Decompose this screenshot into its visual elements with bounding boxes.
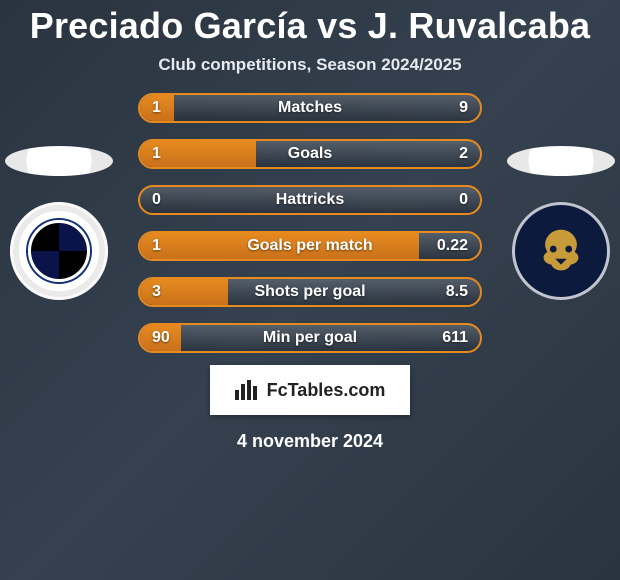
stat-value-left: 1 xyxy=(152,99,161,117)
stat-value-left: 1 xyxy=(152,237,161,255)
fctables-logo-icon xyxy=(235,380,259,400)
stat-value-left: 0 xyxy=(152,191,161,209)
stat-label: Goals per match xyxy=(247,237,372,255)
stat-label: Min per goal xyxy=(263,329,357,347)
stat-row: 3 Shots per goal 8.5 xyxy=(138,277,482,307)
stat-value-left: 3 xyxy=(152,283,161,301)
stat-row: 1 Matches 9 xyxy=(138,93,482,123)
stat-value-right: 8.5 xyxy=(446,283,468,301)
stat-row: 0 Hattricks 0 xyxy=(138,185,482,215)
stat-value-right: 2 xyxy=(459,145,468,163)
brand-text: FcTables.com xyxy=(267,380,386,401)
stat-label: Shots per goal xyxy=(254,283,365,301)
left-club-crest xyxy=(10,202,108,300)
page-subtitle: Club competitions, Season 2024/2025 xyxy=(158,55,461,75)
stat-row: 90 Min per goal 611 xyxy=(138,323,482,353)
stat-value-right: 9 xyxy=(459,99,468,117)
right-side xyxy=(502,146,620,300)
vs-separator: vs xyxy=(317,5,357,46)
stat-value-left: 90 xyxy=(152,329,170,347)
main-row: 1 Matches 9 1 Goals 2 0 Hattricks 0 1 Goals per ma… xyxy=(0,93,620,353)
right-flag-icon xyxy=(507,146,615,176)
queretaro-crest-icon xyxy=(28,220,90,282)
stat-value-left: 1 xyxy=(152,145,161,163)
right-club-crest xyxy=(512,202,610,300)
brand-badge[interactable]: FcTables.com xyxy=(210,365,410,415)
stat-value-right: 611 xyxy=(442,329,468,347)
footer: FcTables.com 4 november 2024 xyxy=(210,365,410,452)
page-title: Preciado García vs J. Ruvalcaba xyxy=(30,5,591,47)
comparison-card: Preciado García vs J. Ruvalcaba Club com… xyxy=(0,0,620,580)
stat-row: 1 Goals 2 xyxy=(138,139,482,169)
stat-value-right: 0.22 xyxy=(437,237,468,255)
stat-label: Hattricks xyxy=(276,191,344,209)
player-right-name: J. Ruvalcaba xyxy=(368,5,591,46)
stat-row: 1 Goals per match 0.22 xyxy=(138,231,482,261)
left-side xyxy=(0,146,118,300)
left-flag-icon xyxy=(5,146,113,176)
stat-label: Matches xyxy=(278,99,342,117)
infographic-date: 4 november 2024 xyxy=(237,431,383,452)
stat-label: Goals xyxy=(288,145,332,163)
stats-list: 1 Matches 9 1 Goals 2 0 Hattricks 0 1 Goals per ma… xyxy=(138,93,482,353)
player-left-name: Preciado García xyxy=(30,5,307,46)
pumas-crest-icon xyxy=(530,220,592,282)
stat-value-right: 0 xyxy=(459,191,468,209)
